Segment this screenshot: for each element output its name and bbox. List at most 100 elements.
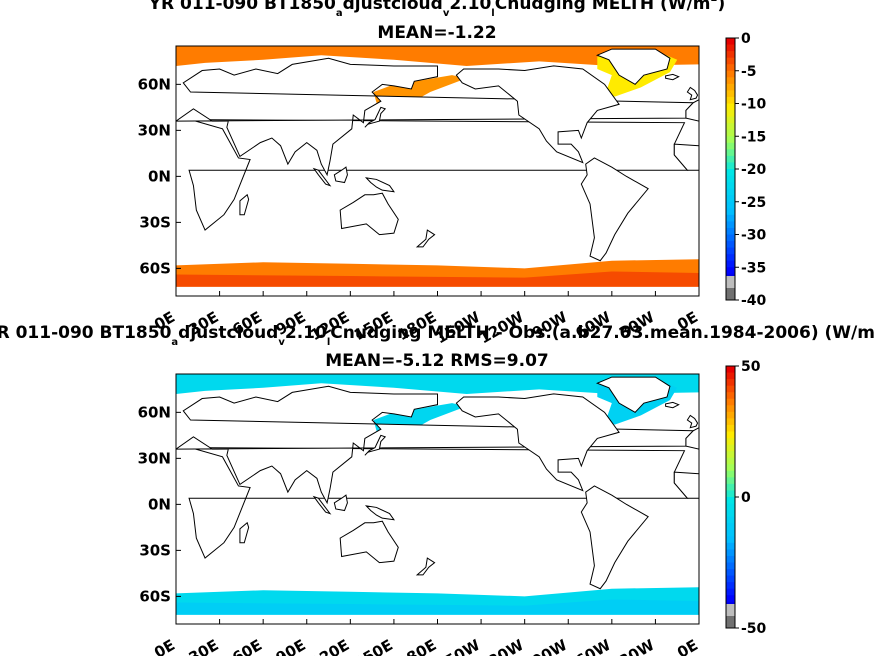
lon-tick-label: 90W [529,636,571,656]
map-area [176,374,699,624]
colorbar-segment [726,90,735,98]
island-iceland [665,401,680,409]
colorbar-label: -5 [741,64,757,80]
colorbar-segment [726,116,735,124]
colorbar-segment [726,38,735,46]
lat-tick-label: 60S [139,259,171,277]
lat-tick-label: 60N [138,403,171,421]
colorbar: 0 -5 -10 -15 -20 -25 -30 -35 -40 [725,31,767,309]
colorbar: 50 0 -50 [725,359,767,637]
colorbar-segment [726,438,735,446]
colorbar-segment [726,457,735,465]
colorbar-segment [726,77,735,85]
map-area [176,46,699,296]
colorbar-segment [726,182,735,190]
colorbar-segment [726,510,735,518]
colorbar-segment [726,398,735,406]
colorbar-segment [726,188,735,196]
island-sumatra [312,495,332,515]
colorbar-segment [726,247,735,255]
colorbar-segment [726,227,735,235]
arctic-band [176,46,699,66]
southern-inner-band [176,599,699,615]
colorbar-segment [726,477,735,485]
island-greenland [595,376,671,413]
continent-iberia [685,427,699,450]
colorbar-segment [726,464,735,472]
lon-tick-label: 60E [229,636,265,656]
colorbar-segment [726,57,735,65]
colorbar-segment [726,542,735,550]
island-new-guinea [364,177,395,193]
mean-label: MEAN=-5.12 RMS=9.07 [325,351,549,371]
lon-tick-label: 60W [572,636,614,656]
continent-west-africa [673,143,699,171]
colorbar-segment [726,555,735,563]
colorbar-label: -50 [741,621,767,637]
colorbar-segment [726,418,735,426]
colorbar-segment [726,254,735,262]
colorbar-segment [726,490,735,498]
colorbar-segment [726,96,735,104]
colorbar-segment [726,221,735,229]
colorbar-segment [726,562,735,570]
island-japan [364,434,387,456]
colorbar-segment [726,536,735,544]
colorbar-segment [726,155,735,163]
colorbar-segment [726,201,735,209]
colorbar-segment [726,470,735,478]
colorbar-segment [726,497,735,505]
colorbar-segment [726,431,735,439]
colorbar-segment [726,451,735,459]
colorbar-label: -30 [741,228,767,244]
continent-north-america [455,393,620,492]
lon-tick-label: 0E [674,636,701,656]
lon-tick-label: 30W [616,636,658,656]
continent-west-africa [673,471,699,499]
southern-inner-band [176,271,699,287]
colorbar-segment [726,169,735,177]
lon-tick-label: 180E [395,636,440,656]
lat-tick-label: 60S [139,587,171,605]
colorbar-label: -35 [741,260,766,276]
panel-title: YR 011-090 BT1850adjustcloudv2.10lCnudgi… [0,322,875,348]
colorbar-segment [726,195,735,203]
colorbar-segment [726,575,735,583]
panel-2: YR 011-090 BT1850adjustcloudv2.10lCnudgi… [0,322,875,656]
continent-south-america [580,485,649,590]
colorbar-segment [726,595,735,603]
colorbar-segment [726,129,735,137]
colorbar-segment [726,234,735,242]
lat-tick-label: 30N [138,121,171,139]
colorbar-missing [726,276,735,288]
colorbar-segment [726,70,735,78]
lon-tick-label: 0E [151,636,178,656]
colorbar-segment [726,208,735,216]
colorbar-segment [726,162,735,170]
colorbar-segment [726,83,735,91]
lon-tick-label: 30E [186,636,222,656]
colorbar-segment [726,411,735,419]
colorbar-segment [726,549,735,557]
island-iceland [665,73,680,81]
colorbar-segment [726,267,735,275]
colorbar-label: -40 [741,293,767,309]
colorbar-segment [726,149,735,157]
continent-north-america [455,65,620,164]
colorbar-segment [726,136,735,144]
colorbar-segment [726,503,735,511]
island-new-zealand [415,557,436,576]
colorbar-segment [726,260,735,268]
mean-label: MEAN=-1.22 [377,23,496,43]
island-borneo [333,494,348,512]
lon-tick-label: 150E [351,636,396,656]
colorbar-label: 0 [741,31,751,47]
colorbar-label: 50 [741,359,761,375]
panel-1: YR 011-090 BT1850adjustcloudv2.10lCnudgi… [138,0,767,347]
colorbar-segment [726,123,735,131]
colorbar-segment [726,405,735,413]
colorbar-segment [726,569,735,577]
colorbar-segment [726,379,735,387]
colorbar-segment [726,241,735,249]
